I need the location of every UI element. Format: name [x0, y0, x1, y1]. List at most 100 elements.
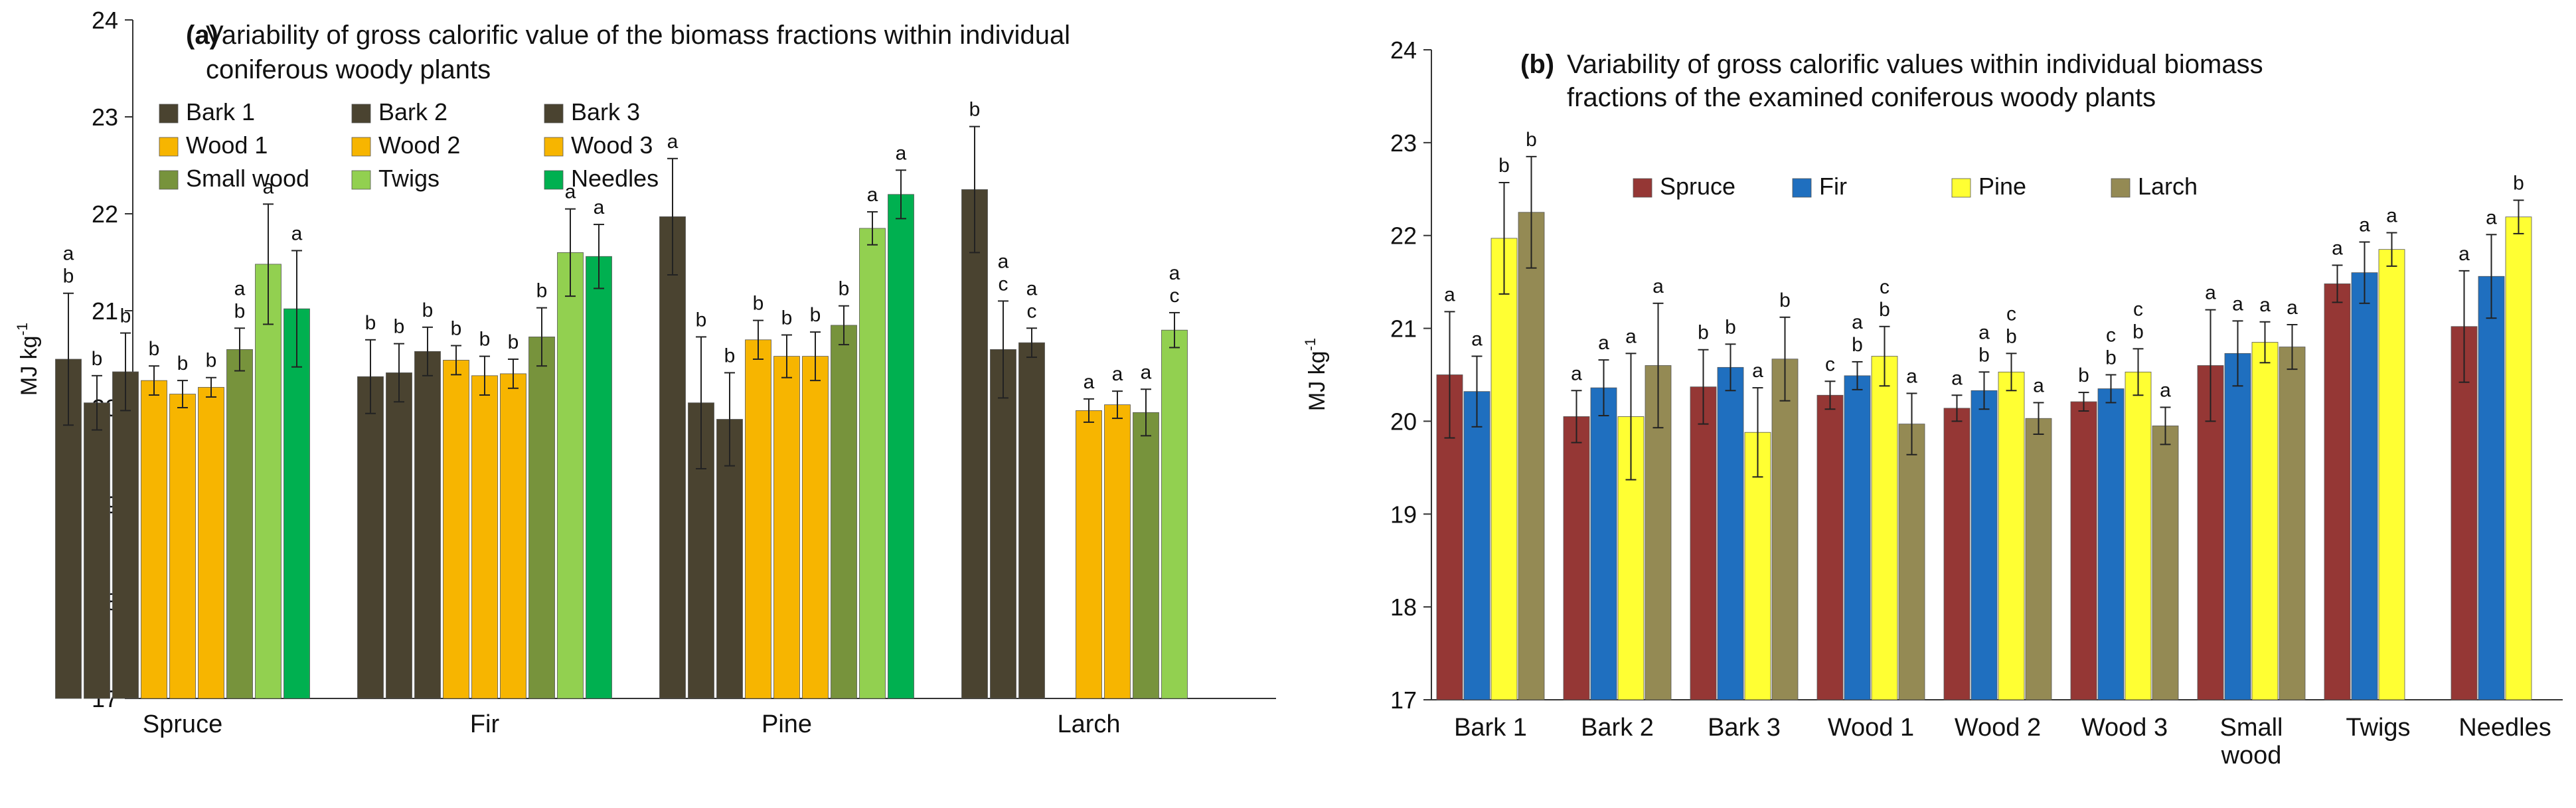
- significance-letter: b: [451, 318, 462, 340]
- bar-fir-small-wood: [2224, 353, 2251, 700]
- significance-letter: b: [149, 338, 160, 360]
- bar-bark-3-spruce: [112, 371, 139, 699]
- significance-letter: a: [565, 181, 576, 203]
- chart-title-line: coniferous woody plants: [206, 55, 491, 84]
- significance-letter: b: [969, 99, 981, 121]
- chart-b-svg: 17 18 19 20 21 22 23 24 MJ kg-1 (b) Variability of…: [1302, 37, 2563, 769]
- significance-letter: a: [1026, 278, 1038, 299]
- bar-small-wood-larch: [1133, 412, 1159, 699]
- category-label: Larch: [1057, 710, 1120, 738]
- legend-swatch-larch: [2111, 178, 2131, 198]
- significance-letter: b: [1698, 322, 1709, 344]
- y-tick-label: 22: [1390, 222, 1417, 250]
- bar-spruce-wood-2: [1943, 408, 1971, 700]
- bar-fir-bark-1: [1463, 391, 1490, 700]
- significance-letter: a: [291, 222, 303, 244]
- bar-wood-2-spruce: [169, 394, 196, 699]
- y-tick-label: 18: [1390, 594, 1417, 621]
- legend-swatch-bark-1: [159, 104, 179, 123]
- significance-letter: a: [1598, 332, 1609, 354]
- significance-letter: b: [422, 299, 434, 321]
- category-label: wood: [2221, 742, 2282, 769]
- y-axis-label-main: MJ kg: [17, 335, 42, 396]
- bar-needles-spruce: [283, 308, 310, 699]
- bar-wood-1-fir: [443, 360, 469, 699]
- legend-swatch-twigs: [351, 170, 371, 190]
- bar-twigs-fir: [557, 252, 584, 699]
- bar-spruce-wood-1: [1816, 394, 1844, 700]
- category-label: Wood 3: [2081, 714, 2168, 742]
- category-label: Wood 2: [1955, 714, 2041, 742]
- chart-title-line: fractions of the examined coniferous woo…: [1567, 83, 2156, 112]
- chart-tag: (a): [186, 21, 218, 50]
- bar-fir-bark-3: [1717, 366, 1744, 700]
- bar-wood-2-fir: [471, 375, 498, 699]
- bar-fir-wood-2: [1971, 390, 1998, 700]
- significance-letter: b: [234, 300, 246, 322]
- legend-label-wood-2: Wood 2: [378, 131, 460, 159]
- significance-letter: b: [724, 345, 736, 366]
- significance-letter: b: [810, 304, 821, 326]
- y-tick-label: 23: [92, 104, 118, 131]
- significance-letter: c: [1170, 285, 1180, 307]
- bar-fir-wood-1: [1844, 375, 1871, 700]
- significance-letter: a: [1752, 360, 1763, 382]
- y-tick-label: 24: [92, 7, 118, 34]
- bar-bark-2-larch: [990, 349, 1016, 699]
- bar-wood-3-larch: [1104, 404, 1131, 699]
- legend-label-needles: Needles: [571, 165, 659, 192]
- significance-letter: b: [2078, 364, 2089, 386]
- legend-label-bark-2: Bark 2: [378, 98, 447, 125]
- significance-letter: b: [394, 316, 405, 338]
- chart-tag: (b): [1520, 50, 1554, 79]
- bar-pine-bark-1: [1490, 238, 1518, 700]
- significance-letter: a: [1112, 363, 1123, 385]
- bar-pine-small-wood: [2251, 342, 2279, 700]
- category-label: Small: [2219, 714, 2283, 742]
- significance-letter: a: [1141, 361, 1152, 383]
- significance-letter: b: [206, 350, 217, 372]
- bar-bark-3-fir: [414, 351, 441, 699]
- significance-letter: b: [63, 266, 74, 287]
- legend-swatch-wood-2: [351, 137, 371, 157]
- chart-title-line: Variability of gross calorific values wi…: [1567, 50, 2263, 79]
- bar-fir-twigs: [2351, 272, 2378, 700]
- bar-wood-3-pine: [802, 356, 829, 699]
- significance-letter: c: [2106, 325, 2116, 347]
- bar-twigs-larch: [1161, 329, 1188, 699]
- bar-larch-wood-1: [1898, 424, 1925, 700]
- significance-letter: a: [896, 142, 907, 164]
- y-tick-label: 21: [1390, 315, 1417, 343]
- legend-label-bark-1: Bark 1: [186, 98, 255, 125]
- bar-twigs-spruce: [255, 264, 282, 699]
- legend-label-twigs: Twigs: [378, 165, 440, 192]
- legend-label-pine: Pine: [1978, 173, 2026, 200]
- bar-wood-2-pine: [773, 356, 800, 699]
- legend-swatch-wood-3: [544, 137, 564, 157]
- bar-bark-2-fir: [386, 372, 412, 699]
- significance-letter: b: [508, 331, 519, 353]
- bar-pine-wood-3: [2125, 371, 2152, 700]
- significance-letter: a: [1652, 276, 1664, 297]
- bar-needles-pine: [888, 194, 914, 699]
- legend-swatch-pine: [1951, 178, 1971, 198]
- significance-letter: a: [1444, 283, 1455, 305]
- bar-bark-1-larch: [961, 189, 988, 699]
- significance-letter: a: [998, 250, 1009, 272]
- category-label: Fir: [470, 710, 500, 738]
- y-axis-label-sup: -1: [1302, 338, 1319, 351]
- significance-letter: b: [839, 278, 850, 300]
- significance-letter: a: [263, 176, 274, 198]
- chart-title-line: Variability of gross calorific value of …: [206, 21, 1070, 50]
- bar-twigs-pine: [859, 228, 886, 699]
- bar-fir-bark-2: [1590, 387, 1617, 700]
- category-label: Twigs: [2346, 714, 2410, 742]
- significance-letter: a: [867, 184, 878, 206]
- significance-letter: c: [1825, 353, 1835, 375]
- bar-spruce-bark-2: [1563, 416, 1590, 700]
- category-label: Wood 1: [1828, 714, 1914, 742]
- bar-larch-wood-2: [2025, 418, 2052, 700]
- legend-swatch-wood-1: [159, 137, 179, 157]
- significance-letter: a: [1625, 325, 1637, 347]
- chart-panel-b: 17 18 19 20 21 22 23 24 MJ kg-1 (b) Variability of…: [1288, 0, 2576, 805]
